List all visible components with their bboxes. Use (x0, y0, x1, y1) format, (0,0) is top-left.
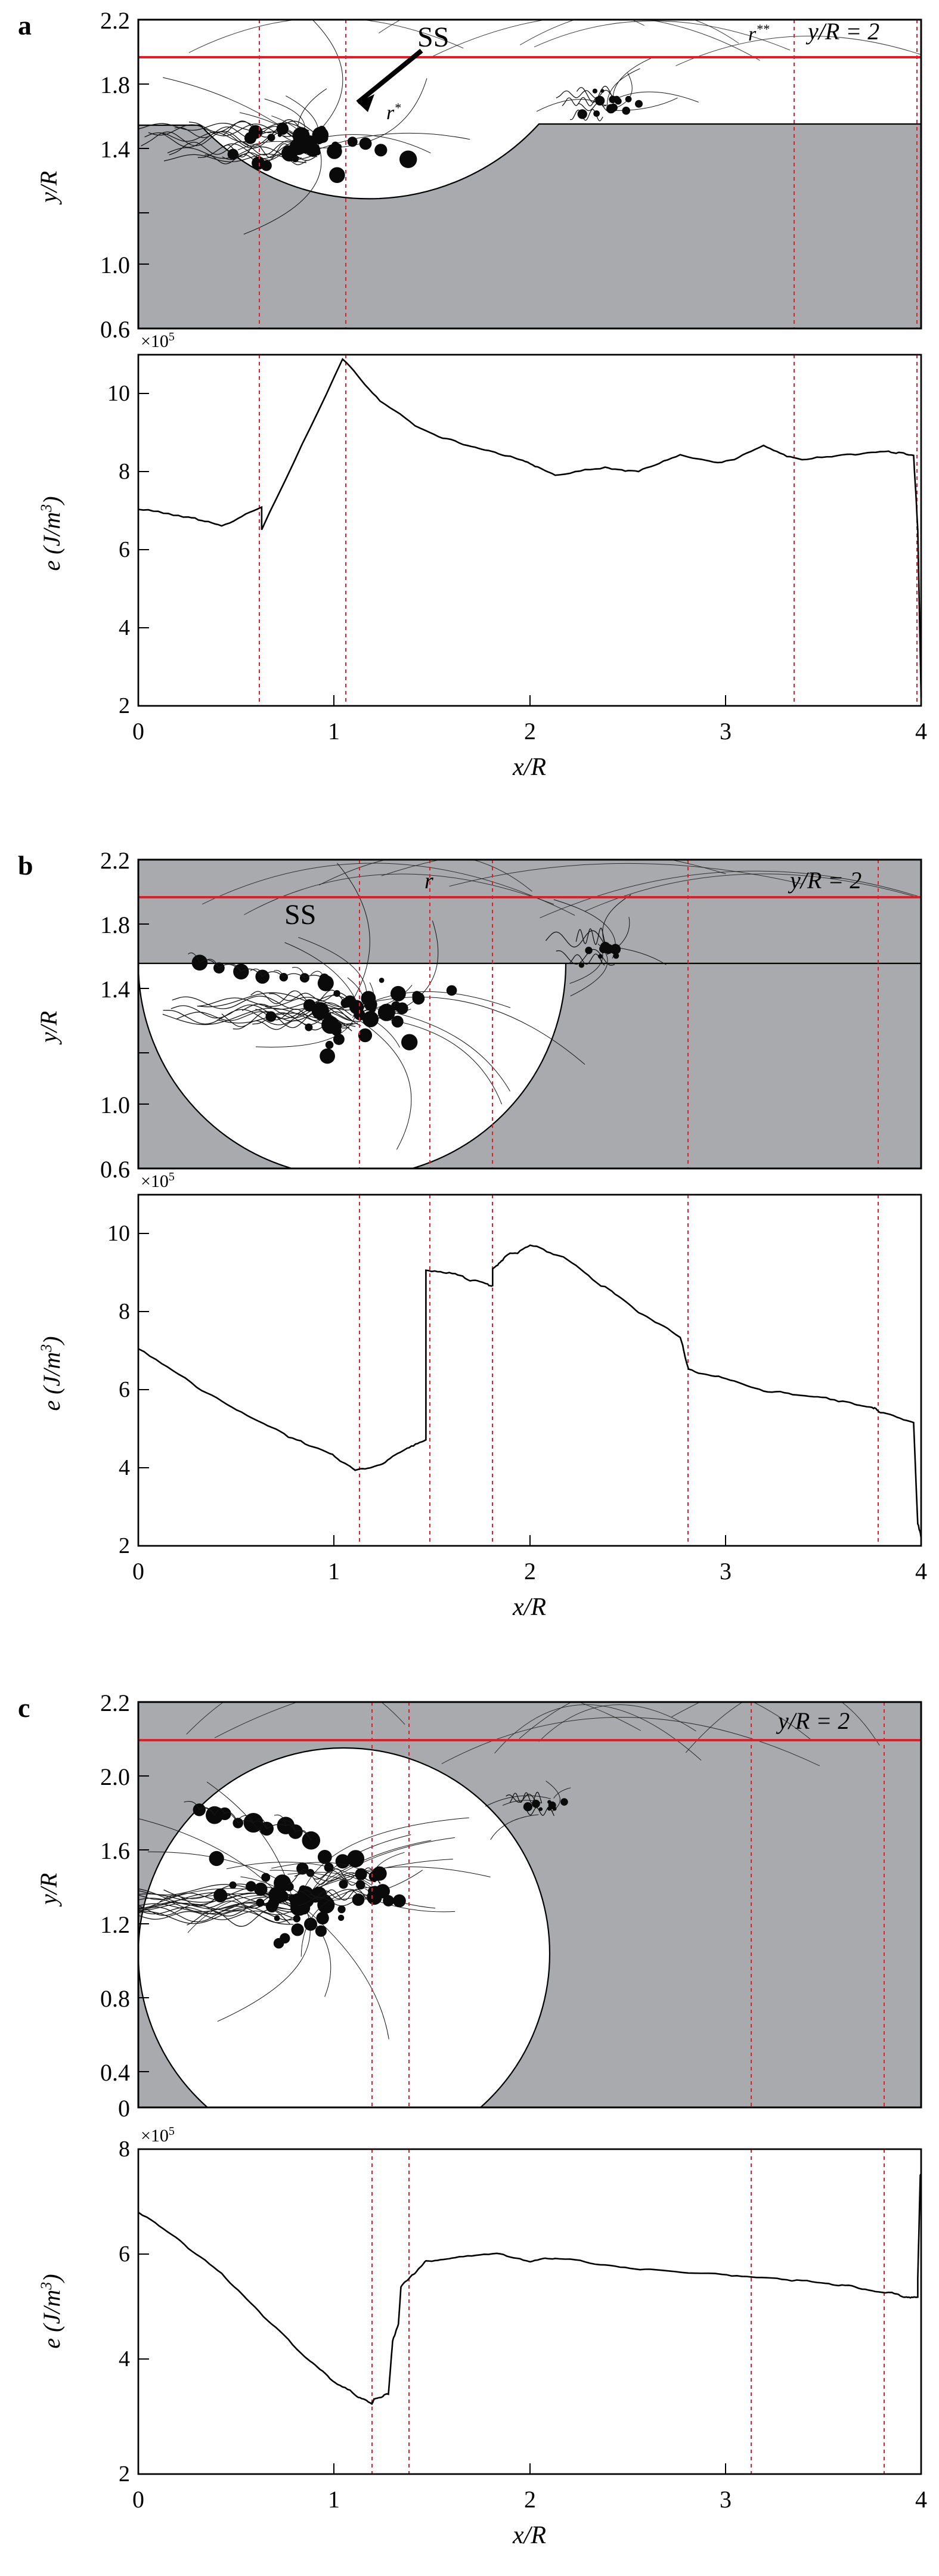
svg-text:0: 0 (132, 1558, 144, 1585)
svg-text:e (J/m3): e (J/m3) (38, 2274, 66, 2348)
svg-text:1.4: 1.4 (100, 136, 130, 163)
svg-text:8: 8 (119, 1299, 130, 1324)
svg-text:2: 2 (119, 693, 130, 718)
svg-text:2.0: 2.0 (100, 1763, 130, 1790)
svg-text:8: 8 (119, 2137, 130, 2162)
svg-text:2.2: 2.2 (100, 7, 130, 34)
svg-text:e (J/m3): e (J/m3) (38, 496, 66, 571)
svg-text:0.6: 0.6 (100, 316, 130, 343)
svg-text:×105: ×105 (141, 330, 175, 351)
svg-text:0: 0 (132, 718, 144, 745)
svg-text:4: 4 (119, 615, 130, 640)
svg-text:2: 2 (524, 1558, 536, 1585)
svg-text:x/R: x/R (512, 2522, 546, 2549)
svg-text:x/R: x/R (512, 754, 546, 781)
svg-text:SS: SS (417, 21, 449, 53)
svg-text:4: 4 (119, 1455, 130, 1480)
svg-text:2.2: 2.2 (100, 1690, 130, 1716)
svg-text:y/R: y/R (35, 1873, 62, 1907)
svg-text:2.2: 2.2 (100, 847, 130, 874)
svg-text:x/R: x/R (512, 1594, 546, 1621)
svg-text:1: 1 (328, 1558, 340, 1585)
svg-text:×105: ×105 (141, 1170, 175, 1191)
svg-text:4: 4 (915, 2486, 927, 2513)
svg-text:3: 3 (720, 718, 732, 745)
svg-text:1: 1 (328, 2486, 340, 2513)
svg-text:4: 4 (915, 1558, 927, 1585)
svg-text:r: r (424, 869, 433, 894)
svg-text:c: c (18, 1692, 30, 1723)
svg-text:y/R = 2: y/R = 2 (805, 18, 879, 45)
svg-text:y/R: y/R (35, 171, 62, 205)
svg-text:1.6: 1.6 (100, 1837, 130, 1864)
svg-text:6: 6 (119, 537, 130, 562)
svg-text:1.8: 1.8 (100, 912, 130, 938)
svg-text:×105: ×105 (141, 2125, 175, 2146)
svg-text:6: 6 (119, 2242, 130, 2267)
svg-text:2: 2 (119, 1533, 130, 1558)
svg-text:1.4: 1.4 (100, 976, 130, 1003)
svg-text:10: 10 (107, 381, 130, 406)
svg-text:y/R: y/R (35, 1011, 62, 1045)
svg-text:2: 2 (119, 2462, 130, 2487)
svg-text:0: 0 (132, 2486, 144, 2513)
svg-text:6: 6 (119, 1377, 130, 1402)
svg-text:y/R = 2: y/R = 2 (788, 867, 861, 894)
svg-text:1.0: 1.0 (100, 1092, 130, 1118)
svg-text:SS: SS (284, 899, 316, 931)
svg-text:1: 1 (328, 718, 340, 745)
svg-text:1.2: 1.2 (100, 1911, 130, 1938)
svg-text:b: b (18, 850, 33, 881)
svg-text:10: 10 (107, 1221, 130, 1246)
svg-text:y/R = 2: y/R = 2 (776, 1707, 850, 1734)
svg-text:2: 2 (524, 718, 536, 745)
svg-text:0.8: 0.8 (100, 1985, 130, 2012)
svg-text:0.4: 0.4 (100, 2059, 130, 2086)
svg-text:a: a (18, 10, 32, 41)
svg-text:0.6: 0.6 (100, 1156, 130, 1183)
svg-text:0: 0 (118, 2095, 130, 2122)
svg-text:3: 3 (720, 2486, 732, 2513)
svg-text:3: 3 (720, 1558, 732, 1585)
svg-text:4: 4 (119, 2346, 130, 2372)
svg-text:8: 8 (119, 459, 130, 484)
svg-text:e (J/m3): e (J/m3) (38, 1336, 66, 1411)
svg-text:2: 2 (524, 2486, 536, 2513)
svg-text:1.0: 1.0 (100, 252, 130, 278)
svg-text:4: 4 (915, 718, 927, 745)
svg-text:1.8: 1.8 (100, 72, 130, 98)
